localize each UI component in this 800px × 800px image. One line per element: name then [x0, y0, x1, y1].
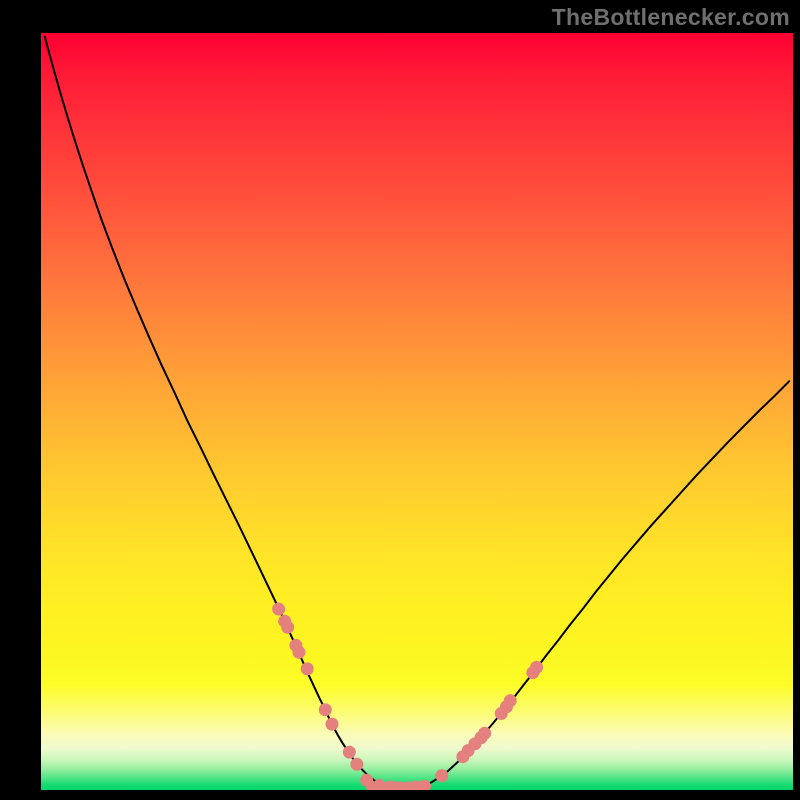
data-dot	[350, 758, 363, 771]
data-dot	[281, 621, 294, 634]
chart-frame: TheBottlenecker.com	[0, 0, 800, 800]
data-dot	[504, 694, 517, 707]
chart-svg-layer	[41, 33, 793, 790]
data-dot	[343, 746, 356, 759]
data-dot	[435, 769, 448, 782]
curve-left-curve	[45, 37, 406, 789]
plot-area	[41, 33, 793, 790]
data-dot	[272, 603, 285, 616]
watermark-text: TheBottlenecker.com	[552, 4, 790, 31]
data-dot	[530, 661, 543, 674]
data-dot	[301, 662, 314, 675]
data-dot	[326, 718, 339, 731]
data-dot	[319, 703, 332, 716]
data-dot	[360, 774, 373, 787]
data-dot	[478, 727, 491, 740]
data-dot	[418, 780, 431, 790]
data-dot	[292, 646, 305, 659]
curve-right-curve	[407, 381, 789, 789]
